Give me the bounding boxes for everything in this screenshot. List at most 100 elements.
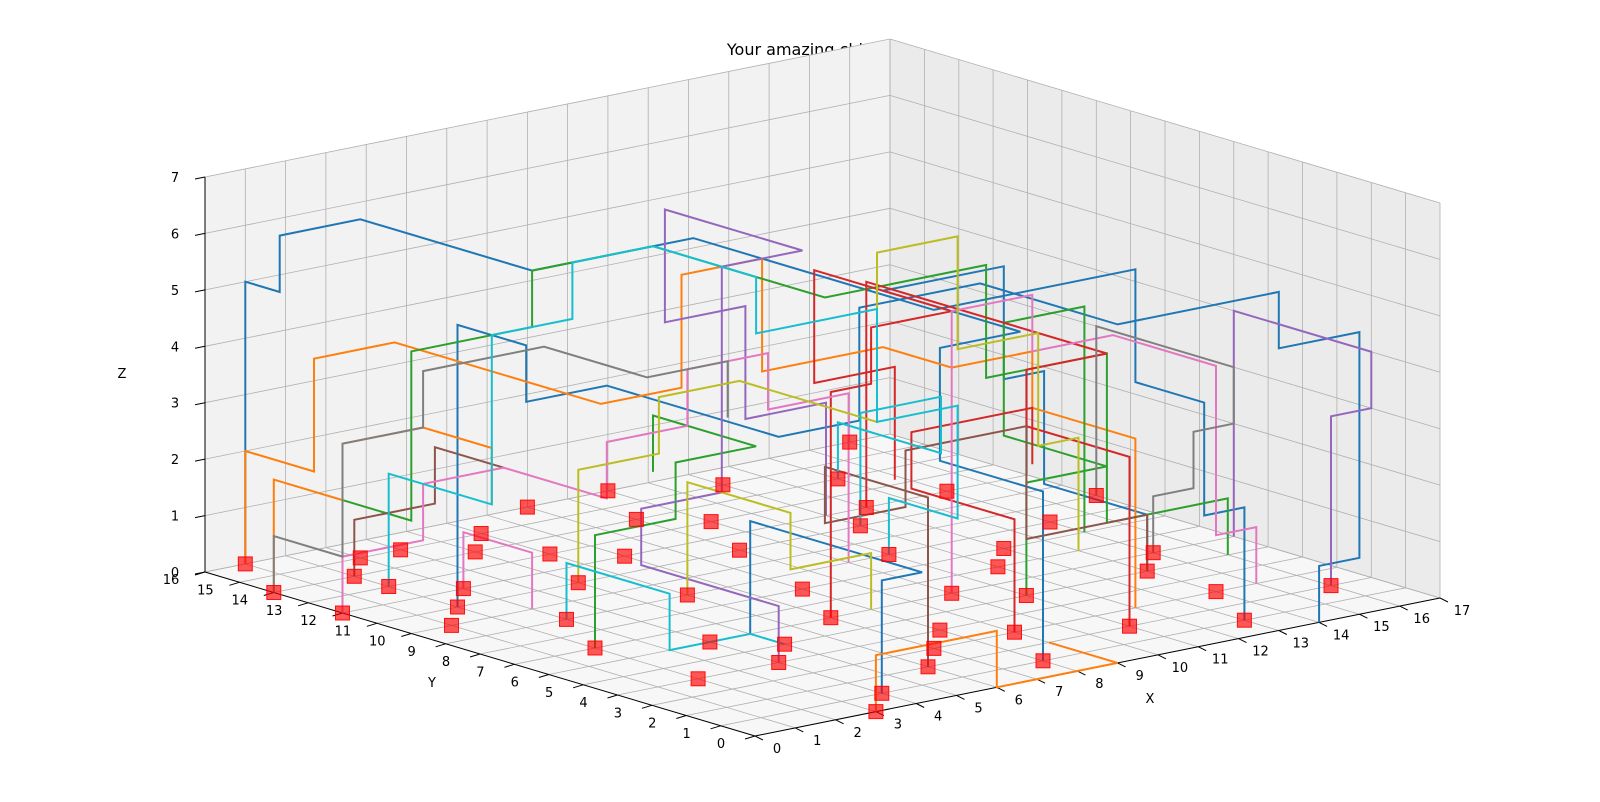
gate-marker [794,581,810,597]
wire-path [594,414,757,648]
gate-marker [587,640,603,656]
x-tick-label: 4 [934,710,942,725]
gate-marker [519,499,535,515]
grid-line-z-back [204,264,891,404]
y-tick-mark [297,602,309,607]
gate-marker [702,634,718,650]
z-tick-label: 4 [171,340,179,355]
y-tick-label: 4 [579,696,587,711]
grid-line-z-back [204,320,891,460]
grid-line-y-floor [514,525,1200,665]
x-tick-label: 15 [1373,620,1390,635]
x-tick-mark [915,703,925,708]
z-tick-mark [194,402,206,406]
x-tick-mark [835,719,844,725]
y-tick-mark [572,684,584,689]
gate-marker [881,547,897,562]
grid-line-z-back [204,38,891,178]
x-tick-label: 8 [1095,677,1103,692]
y-tick-mark [401,633,412,637]
z-tick-mark [194,345,206,349]
y-tick-label: 2 [648,717,656,732]
grid-line-z-back [204,95,891,234]
grid-line-z-side [889,320,1441,486]
x-tick-label: 13 [1293,637,1310,652]
x-tick-label: 10 [1172,661,1189,676]
y-tick-label: 11 [335,624,352,639]
gate-marker [600,483,616,499]
y-tick-label: 8 [442,655,450,670]
grid-line-z-back [204,151,891,291]
y-tick-mark [538,674,549,678]
grid-line-y-floor [617,556,1303,696]
wire-path [836,395,942,526]
gate-marker [1323,578,1339,594]
gate-marker [830,471,846,487]
x-tick-mark [1238,638,1247,644]
x-tick-label: 1 [813,734,821,749]
y-tick-label: 9 [407,645,415,660]
gate-marker [266,585,282,600]
gate-marker [352,550,368,566]
z-tick-mark [194,289,206,293]
z-tick-mark [194,176,206,180]
gate-marker [346,568,362,584]
wire-path [950,293,1258,594]
gate-marker [628,511,644,527]
y-tick-mark [366,622,378,627]
gate-marker [990,559,1006,575]
x-tick-label: 3 [894,718,902,733]
z-tick-label: 1 [171,510,179,525]
gate-marker [703,514,719,530]
x-tick-mark [795,727,804,733]
gate-marker [996,541,1012,556]
grid-line-z-side [889,377,1441,542]
x-tick-mark [1399,605,1408,611]
x-tick-label: 6 [1015,693,1023,708]
wire-path [272,345,729,593]
x-tick-mark [1439,597,1449,603]
gate-marker [617,548,633,564]
gate-marker [1236,612,1252,628]
wire-path [577,235,1080,583]
gate-marker [450,599,465,615]
wire-path [874,629,1118,712]
wire-path [865,280,1131,627]
grid-line-z-side [889,151,1441,317]
gate-marker [1042,514,1058,530]
gate-marker [1208,584,1224,600]
y-tick-label: 15 [197,583,214,598]
wire-path [749,519,923,694]
y-tick-mark [744,735,756,740]
x-tick-label: 7 [1055,685,1063,700]
z-tick-mark [194,232,206,236]
wire-path [910,406,1034,633]
grid-line-z-side [889,38,1441,204]
gate-marker [1122,618,1137,634]
y-tick-label: 10 [369,635,386,650]
gate-marker [381,579,397,594]
z-tick-label: 0 [171,566,179,581]
y-tick-mark [641,704,653,709]
x-tick-label: 16 [1413,612,1430,627]
x-tick-label: 2 [853,726,861,741]
grid-line-y-floor [548,536,1234,675]
gate-marker [944,585,960,601]
x-tick-mark [754,735,764,741]
gate-marker [335,605,350,621]
x-tick-mark [956,694,965,700]
y-tick-label: 16 [163,573,180,588]
x-tick-label: 9 [1135,669,1143,684]
x-tick-mark [1359,613,1368,619]
wire-path [823,424,1149,667]
y-tick-mark [607,694,618,699]
x-tick-label: 5 [974,701,982,716]
grid-line-z-back [204,207,891,347]
z-tick-mark [194,458,206,462]
y-tick-label: 0 [717,737,725,752]
y-tick-label: 6 [511,676,519,691]
gate-marker [237,556,253,572]
gate-marker [858,500,874,515]
gate-marker [570,575,586,591]
